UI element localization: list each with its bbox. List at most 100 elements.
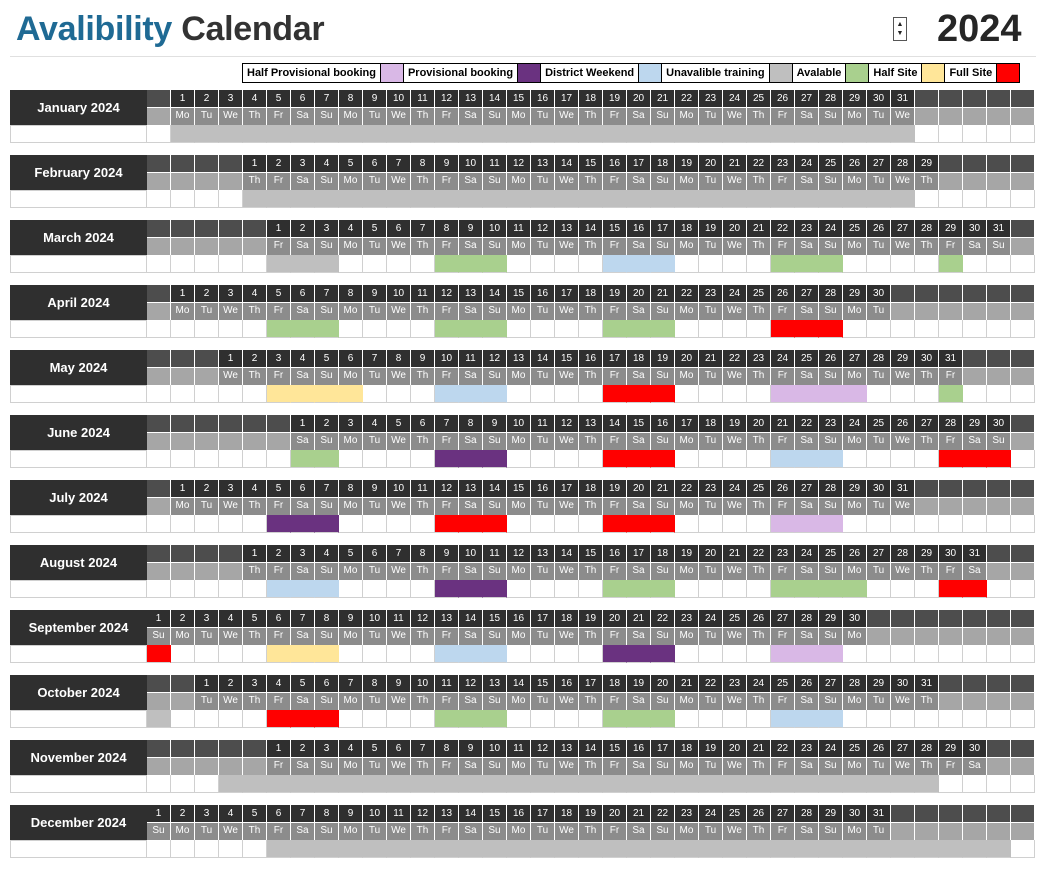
availability-cell[interactable] xyxy=(267,580,291,598)
availability-cell[interactable] xyxy=(915,710,939,728)
availability-cell[interactable] xyxy=(987,450,1011,468)
availability-cell[interactable] xyxy=(747,710,771,728)
availability-cell[interactable] xyxy=(603,580,627,598)
availability-cell[interactable] xyxy=(315,320,339,338)
availability-cell[interactable] xyxy=(915,320,939,338)
availability-cell[interactable] xyxy=(843,775,867,793)
availability-cell[interactable] xyxy=(843,710,867,728)
availability-cell[interactable] xyxy=(555,385,579,403)
availability-cell[interactable] xyxy=(891,125,915,143)
availability-cell[interactable] xyxy=(171,840,195,858)
availability-cell[interactable] xyxy=(627,580,651,598)
availability-cell[interactable] xyxy=(531,450,555,468)
availability-cell[interactable] xyxy=(723,125,747,143)
availability-cell[interactable] xyxy=(891,190,915,208)
availability-cell[interactable] xyxy=(963,255,987,273)
availability-cell[interactable] xyxy=(819,645,843,663)
availability-cell[interactable] xyxy=(147,385,171,403)
availability-cell[interactable] xyxy=(507,645,531,663)
availability-cell[interactable] xyxy=(651,125,675,143)
availability-cell[interactable] xyxy=(699,125,723,143)
availability-cell[interactable] xyxy=(435,840,459,858)
availability-cell[interactable] xyxy=(219,190,243,208)
availability-cell[interactable] xyxy=(315,385,339,403)
availability-cell[interactable] xyxy=(891,515,915,533)
availability-cell[interactable] xyxy=(171,580,195,598)
availability-cell[interactable] xyxy=(531,385,555,403)
availability-cell[interactable] xyxy=(675,255,699,273)
availability-cell[interactable] xyxy=(363,255,387,273)
availability-cell[interactable] xyxy=(939,710,963,728)
availability-cell[interactable] xyxy=(939,645,963,663)
availability-cell[interactable] xyxy=(1011,515,1035,533)
availability-cell[interactable] xyxy=(243,450,267,468)
availability-cell[interactable] xyxy=(579,840,603,858)
availability-cell[interactable] xyxy=(651,710,675,728)
availability-cell[interactable] xyxy=(723,580,747,598)
availability-cell[interactable] xyxy=(987,840,1011,858)
availability-cell[interactable] xyxy=(699,255,723,273)
availability-cell[interactable] xyxy=(939,255,963,273)
availability-cell[interactable] xyxy=(699,580,723,598)
availability-cell[interactable] xyxy=(987,385,1011,403)
availability-cell[interactable] xyxy=(699,775,723,793)
availability-cell[interactable] xyxy=(747,190,771,208)
availability-cell[interactable] xyxy=(507,580,531,598)
availability-cell[interactable] xyxy=(747,775,771,793)
availability-cell[interactable] xyxy=(147,710,171,728)
availability-cell[interactable] xyxy=(651,775,675,793)
availability-cell[interactable] xyxy=(315,190,339,208)
availability-cell[interactable] xyxy=(651,385,675,403)
availability-cell[interactable] xyxy=(603,775,627,793)
availability-cell[interactable] xyxy=(483,255,507,273)
availability-cell[interactable] xyxy=(459,775,483,793)
availability-cell[interactable] xyxy=(723,385,747,403)
month-note-cell[interactable] xyxy=(10,775,147,793)
availability-cell[interactable] xyxy=(267,385,291,403)
availability-cell[interactable] xyxy=(411,450,435,468)
availability-cell[interactable] xyxy=(147,125,171,143)
availability-cell[interactable] xyxy=(507,320,531,338)
availability-cell[interactable] xyxy=(747,255,771,273)
availability-cell[interactable] xyxy=(339,645,363,663)
availability-cell[interactable] xyxy=(699,840,723,858)
availability-cell[interactable] xyxy=(267,320,291,338)
availability-cell[interactable] xyxy=(675,190,699,208)
availability-cell[interactable] xyxy=(243,125,267,143)
availability-cell[interactable] xyxy=(147,450,171,468)
availability-cell[interactable] xyxy=(867,255,891,273)
availability-cell[interactable] xyxy=(819,125,843,143)
availability-cell[interactable] xyxy=(891,580,915,598)
availability-cell[interactable] xyxy=(627,775,651,793)
availability-cell[interactable] xyxy=(939,450,963,468)
availability-cell[interactable] xyxy=(819,385,843,403)
availability-cell[interactable] xyxy=(867,450,891,468)
availability-cell[interactable] xyxy=(747,840,771,858)
availability-cell[interactable] xyxy=(699,515,723,533)
availability-cell[interactable] xyxy=(675,775,699,793)
availability-cell[interactable] xyxy=(1011,320,1035,338)
availability-cell[interactable] xyxy=(435,580,459,598)
availability-cell[interactable] xyxy=(171,255,195,273)
availability-cell[interactable] xyxy=(603,515,627,533)
month-note-cell[interactable] xyxy=(10,580,147,598)
availability-cell[interactable] xyxy=(363,645,387,663)
availability-cell[interactable] xyxy=(555,840,579,858)
availability-cell[interactable] xyxy=(795,580,819,598)
availability-cell[interactable] xyxy=(555,320,579,338)
availability-cell[interactable] xyxy=(603,710,627,728)
availability-cell[interactable] xyxy=(603,320,627,338)
availability-cell[interactable] xyxy=(987,775,1011,793)
availability-cell[interactable] xyxy=(723,775,747,793)
availability-cell[interactable] xyxy=(195,190,219,208)
availability-cell[interactable] xyxy=(699,645,723,663)
availability-cell[interactable] xyxy=(267,450,291,468)
availability-cell[interactable] xyxy=(675,385,699,403)
availability-cell[interactable] xyxy=(171,125,195,143)
availability-cell[interactable] xyxy=(411,775,435,793)
availability-cell[interactable] xyxy=(483,515,507,533)
availability-cell[interactable] xyxy=(747,515,771,533)
availability-cell[interactable] xyxy=(627,255,651,273)
availability-cell[interactable] xyxy=(867,580,891,598)
availability-cell[interactable] xyxy=(675,580,699,598)
